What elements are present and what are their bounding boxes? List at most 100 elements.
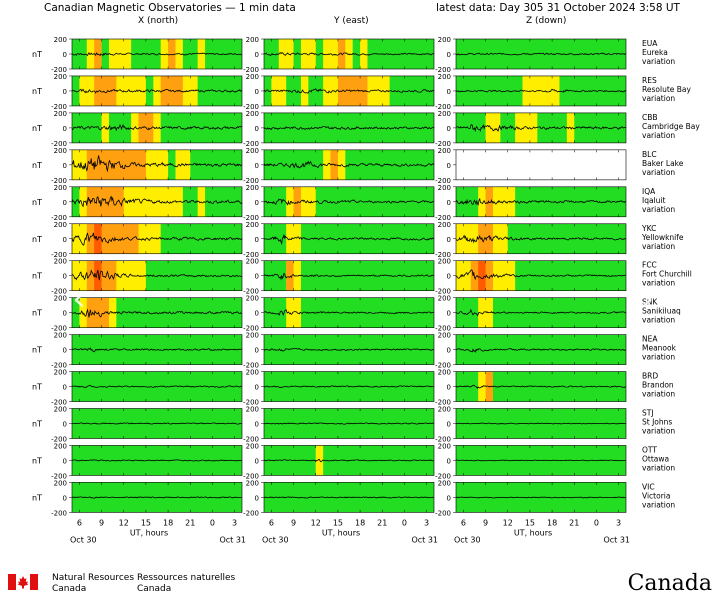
y-unit-label: nT bbox=[32, 198, 42, 207]
x-tick-label: 12 bbox=[311, 518, 321, 527]
y-tick-label: -200 bbox=[435, 509, 451, 517]
trace-brd-z bbox=[455, 384, 627, 389]
y-tick-label: -200 bbox=[243, 251, 259, 259]
activity-band-storm bbox=[86, 297, 109, 328]
y-tick-label: 200 bbox=[438, 406, 451, 414]
station-name-vic: Victoria bbox=[642, 491, 670, 500]
y-tick-label: 200 bbox=[438, 221, 451, 229]
x-tick-label: 21 bbox=[185, 518, 195, 527]
x-axis-label: UT, hours bbox=[322, 528, 360, 537]
station-suffix-snk: variation bbox=[642, 316, 675, 325]
y-tick-label: 200 bbox=[54, 147, 67, 155]
y-tick-label: -200 bbox=[51, 103, 67, 111]
y-tick-label: 0 bbox=[63, 51, 67, 59]
y-tick-label: 0 bbox=[63, 273, 67, 281]
x-tick-label: 18 bbox=[355, 518, 365, 527]
station-name-fcc: Fort Churchill bbox=[642, 270, 692, 279]
y-tick-label: 0 bbox=[255, 310, 259, 318]
y-tick-label: 200 bbox=[246, 295, 259, 303]
y-tick-label: 0 bbox=[63, 162, 67, 170]
station-code-blc: BLC bbox=[642, 150, 657, 159]
trace-stj-y bbox=[263, 422, 435, 425]
y-tick-label: 0 bbox=[447, 273, 451, 281]
y-unit-label: nT bbox=[32, 124, 42, 133]
activity-band-active bbox=[108, 39, 132, 69]
x-tick-label: 21 bbox=[377, 518, 387, 527]
next-arrow-icon[interactable]: › bbox=[640, 279, 654, 319]
y-tick-label: 200 bbox=[54, 258, 67, 266]
prev-arrow-icon[interactable]: ‹ bbox=[72, 279, 86, 319]
y-tick-label: 200 bbox=[246, 73, 259, 81]
x-tick-label: 18 bbox=[547, 518, 557, 527]
station-suffix-fcc: variation bbox=[642, 279, 675, 288]
y-tick-label: 200 bbox=[246, 147, 259, 155]
x-tick-label: 6 bbox=[461, 518, 466, 527]
org-name-fr: Ressources naturelles bbox=[137, 573, 236, 583]
x-axis-label: UT, hours bbox=[514, 528, 552, 537]
x-tick-label: 15 bbox=[333, 518, 343, 527]
y-tick-label: -200 bbox=[435, 436, 451, 444]
trace-blc-x bbox=[71, 155, 243, 173]
y-tick-label: 0 bbox=[63, 88, 67, 96]
activity-band-storm bbox=[293, 186, 301, 217]
trace-nea-z bbox=[455, 348, 627, 353]
y-tick-label: 0 bbox=[447, 125, 451, 133]
x-tick-label: 15 bbox=[525, 518, 535, 527]
station-suffix-iqa: variation bbox=[642, 205, 675, 214]
y-tick-label: 200 bbox=[246, 221, 259, 229]
activity-band-storm bbox=[94, 39, 102, 69]
y-tick-label: 200 bbox=[54, 479, 67, 487]
y-tick-label: -200 bbox=[243, 103, 259, 111]
y-tick-label: -200 bbox=[51, 509, 67, 517]
magnetogram-panel: Canadian Magnetic Observatories — 1 min … bbox=[0, 0, 720, 568]
activity-band-active bbox=[300, 39, 316, 69]
y-tick-label: 200 bbox=[246, 184, 259, 192]
y-tick-label: 0 bbox=[255, 421, 259, 429]
station-name-cbb: Cambridge Bay bbox=[642, 122, 700, 131]
station-code-ykc: YKC bbox=[641, 224, 656, 233]
y-tick-label: 200 bbox=[246, 332, 259, 340]
y-tick-label: 0 bbox=[63, 199, 67, 207]
y-unit-label: nT bbox=[32, 87, 42, 96]
y-tick-label: -200 bbox=[51, 399, 67, 407]
station-name-brd: Brandon bbox=[642, 381, 674, 390]
y-tick-label: -200 bbox=[435, 177, 451, 185]
y-tick-label: -200 bbox=[243, 214, 259, 222]
station-suffix-vic: variation bbox=[642, 500, 675, 509]
y-tick-label: 200 bbox=[246, 442, 259, 450]
y-tick-label: 0 bbox=[447, 347, 451, 355]
y-tick-label: 200 bbox=[54, 332, 67, 340]
y-tick-label: 0 bbox=[255, 88, 259, 96]
y-tick-label: -200 bbox=[435, 214, 451, 222]
y-tick-label: 200 bbox=[54, 406, 67, 414]
y-unit-label: nT bbox=[32, 420, 42, 429]
y-tick-label: -200 bbox=[243, 399, 259, 407]
y-unit-label: nT bbox=[32, 272, 42, 281]
station-suffix-res: variation bbox=[642, 94, 675, 103]
y-tick-label: -200 bbox=[51, 140, 67, 148]
y-tick-label: 0 bbox=[63, 494, 67, 502]
activity-band-nodata bbox=[456, 149, 626, 180]
footer: Natural Resources Canada Ressources natu… bbox=[0, 568, 720, 599]
station-code-cbb: CBB bbox=[642, 113, 658, 122]
station-code-iqa: IQA bbox=[642, 187, 656, 196]
y-tick-label: -200 bbox=[51, 251, 67, 259]
y-tick-label: 200 bbox=[54, 184, 67, 192]
y-tick-label: 0 bbox=[63, 236, 67, 244]
x-tick-label: 18 bbox=[163, 518, 173, 527]
y-tick-label: 200 bbox=[54, 295, 67, 303]
y-tick-label: -200 bbox=[243, 509, 259, 517]
x-axis-label: UT, hours bbox=[130, 528, 168, 537]
y-tick-label: 0 bbox=[447, 421, 451, 429]
y-tick-label: 0 bbox=[255, 457, 259, 465]
y-tick-label: 200 bbox=[438, 258, 451, 266]
trace-ykc-y bbox=[263, 234, 435, 246]
y-tick-label: 0 bbox=[255, 199, 259, 207]
y-tick-label: 0 bbox=[447, 88, 451, 96]
y-tick-label: -200 bbox=[243, 140, 259, 148]
y-unit-label: nT bbox=[32, 235, 42, 244]
y-tick-label: -200 bbox=[435, 103, 451, 111]
y-tick-label: 200 bbox=[246, 479, 259, 487]
activity-band-active bbox=[485, 112, 501, 143]
station-name-ott: Ottawa bbox=[642, 454, 669, 463]
